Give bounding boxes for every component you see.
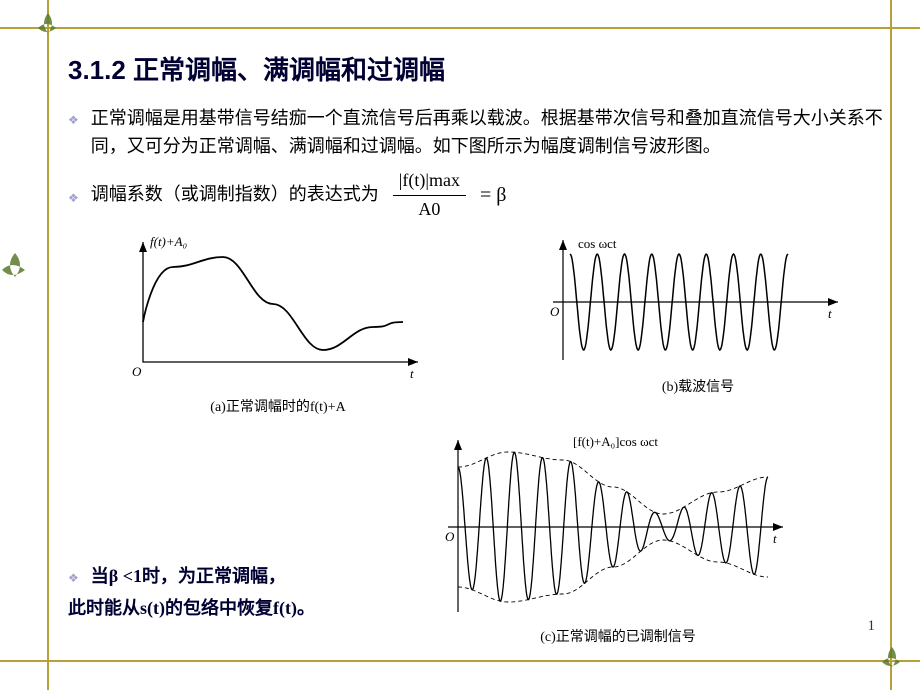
slide-title: 3.1.2 正常调幅、满调幅和过调幅 — [68, 50, 888, 87]
svg-text:t: t — [773, 531, 777, 546]
svg-text:O: O — [550, 304, 560, 319]
frame-line-bottom — [0, 660, 920, 662]
diagrams-row-ab: f(t)+A₀ t O (a)正常调幅时的f(t)+A cos ωct t O (b)载… — [128, 232, 888, 416]
diagram-b: cos ωct t O (b)载波信号 — [548, 232, 848, 416]
caption-c: (c)正常调幅的已调制信号 — [540, 626, 696, 646]
svg-text:[f(t)+A₀]cos ωct: [f(t)+A₀]cos ωct — [573, 434, 658, 449]
corner-ornament-left — [0, 245, 40, 295]
chart-b-svg: cos ωct t O — [548, 232, 848, 372]
caption-a: (a)正常调幅时的f(t)+A — [210, 396, 345, 416]
bullet-1: ❖ 正常调幅是用基带信号结痂一个直流信号后再乘以载波。根据基带次信号和叠加直流信… — [68, 105, 888, 161]
svg-text:t: t — [410, 366, 414, 381]
frame-line-top — [0, 27, 920, 29]
bullet-3: ❖ 当β <1时，为正常调幅， — [68, 562, 315, 588]
bullet-2: ❖ 调幅系数（或调制指数）的表达式为 |f(t)|max A0 = β — [68, 167, 888, 224]
caption-b: (b)载波信号 — [662, 376, 734, 396]
formula-rhs: = β — [480, 180, 506, 211]
modulation-index-formula: |f(t)|max A0 = β — [385, 167, 507, 224]
svg-text:f(t)+A₀: f(t)+A₀ — [150, 234, 187, 249]
svg-text:O: O — [132, 364, 142, 379]
diagram-a: f(t)+A₀ t O (a)正常调幅时的f(t)+A — [128, 232, 428, 416]
svg-text:O: O — [445, 529, 455, 544]
bottom-text-block: ❖ 当β <1时，为正常调幅， 此时能从s(t)的包络中恢复f(t)。 — [68, 562, 315, 620]
bullet-3-text: 当β <1时，为正常调幅， — [91, 562, 286, 588]
frame-line-right — [890, 0, 892, 690]
caption-a-text: (a)正常调幅时的f(t)+A — [210, 400, 345, 415]
page-number: 1 — [868, 618, 876, 635]
frame-line-left — [47, 0, 49, 690]
bullet-1-text: 正常调幅是用基带信号结痂一个直流信号后再乘以载波。根据基带次信号和叠加直流信号大… — [91, 105, 888, 161]
svg-text:t: t — [828, 306, 832, 321]
slide-content: 3.1.2 正常调幅、满调幅和过调幅 ❖ 正常调幅是用基带信号结痂一个直流信号后… — [68, 50, 888, 646]
fraction-denominator: A0 — [393, 196, 466, 224]
diagram-c: [f(t)+A₀]cos ωct t O (c)正常调幅的已调制信号 — [348, 432, 888, 646]
caption-c-text: (c)正常调幅的已调制信号 — [540, 630, 696, 645]
corner-ornament-top-left — [28, 8, 68, 48]
fraction-numerator: |f(t)|max — [393, 167, 466, 196]
corner-ornament-bottom-right — [872, 642, 912, 682]
bullet-marker-icon: ❖ — [68, 571, 79, 586]
bullet-2-text: 调幅系数（或调制指数）的表达式为 — [91, 181, 379, 209]
svg-text:cos ωct: cos ωct — [578, 236, 617, 251]
bullet-marker-icon: ❖ — [68, 111, 79, 161]
bottom-line-text: 此时能从s(t)的包络中恢复f(t)。 — [68, 594, 315, 620]
chart-a-svg: f(t)+A₀ t O — [128, 232, 428, 392]
caption-b-text: (b)载波信号 — [662, 380, 734, 395]
fraction: |f(t)|max A0 — [393, 167, 466, 224]
bullet-marker-icon: ❖ — [68, 189, 79, 208]
chart-c-svg: [f(t)+A₀]cos ωct t O — [443, 432, 793, 622]
